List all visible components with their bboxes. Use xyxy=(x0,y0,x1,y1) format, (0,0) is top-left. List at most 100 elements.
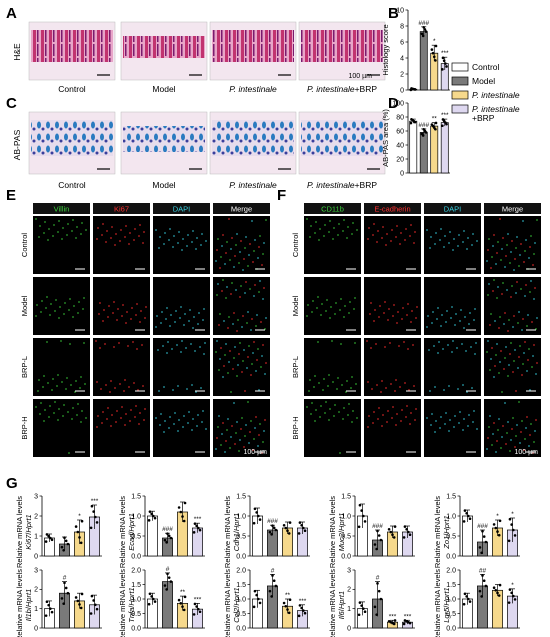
panel-f-signal-2-3-26 xyxy=(522,363,524,365)
panel-e-signal-2-3-1 xyxy=(244,390,246,392)
panel-e-signal-3-3-28 xyxy=(234,443,236,445)
data-point-2-1 xyxy=(286,529,289,532)
panel-f-signal-2-0-16 xyxy=(308,390,310,392)
y-axis-label: Relative mRNA levelsKi67/Hprt1 xyxy=(15,496,33,568)
panel-f-signal-3-2-19 xyxy=(462,429,464,431)
significance-1: ## xyxy=(479,567,487,574)
panel-e-tile-0-3 xyxy=(213,216,270,274)
data-point-1-1 xyxy=(478,589,482,593)
chart-g5: 0.0 0.5 1.0 1.5 ### * * Relative mRNA levelsZo1… xyxy=(433,493,520,568)
panel-e-signal-2-1-15 xyxy=(118,342,120,344)
panel-f-signal-2-1-18 xyxy=(398,345,400,347)
panel-f-signal-1-2-12 xyxy=(436,318,438,320)
panel-f-signal-2-1-10 xyxy=(408,389,410,391)
panel-f-signal-1-3-19 xyxy=(507,330,509,332)
data-point-3-3 xyxy=(300,524,303,527)
data-point-2-1 xyxy=(496,530,499,533)
data-point-0-0 xyxy=(462,520,466,523)
panel-e-signal-1-3-18 xyxy=(250,329,252,331)
y-tick-label: 0.5 xyxy=(131,611,141,618)
data-point-2-3 xyxy=(387,620,391,623)
panel-e-signal-2-3-13 xyxy=(229,350,231,352)
panel-f-signal-3-0-2 xyxy=(311,402,313,404)
y-tick-label: 1 xyxy=(34,533,38,540)
he-image-tissue-1 xyxy=(123,36,205,58)
panel-e-signal-0-3-18 xyxy=(239,251,241,253)
panel-f-signal-1-1-17 xyxy=(401,318,403,320)
panel-e-signal-0-3-26 xyxy=(229,259,231,261)
y-tick-label: 1.5 xyxy=(236,493,246,500)
panel-e-signal-0-1-13 xyxy=(124,236,126,238)
panel-e-signal-0-2-21 xyxy=(181,249,183,251)
abpas-image-tissue-3 xyxy=(301,120,383,156)
panel-f-signal-2-3-18 xyxy=(532,355,534,357)
panel-f-signal-1-1-16 xyxy=(415,317,417,319)
data-point-3-2 xyxy=(197,607,200,611)
data-point-3-2 xyxy=(444,62,447,65)
data-point-0-2 xyxy=(49,536,52,540)
data-point-0-1 xyxy=(363,520,367,523)
panel-f-signal-0-3-10 xyxy=(520,243,522,245)
significance-2: * xyxy=(78,513,81,520)
panel-f-signal-1-3-27 xyxy=(497,286,499,288)
panel-e-signal-1-0-6 xyxy=(64,302,66,304)
panel-e-signal-2-3-9 xyxy=(234,346,236,348)
panel-e-signal-2-3-0 xyxy=(258,389,260,391)
significance-3: * xyxy=(511,582,514,589)
panel-e-signal-2-1-0 xyxy=(124,379,126,381)
panel-e-signal-0-1-12 xyxy=(138,235,140,237)
panel-e-signal-1-3-24 xyxy=(217,283,219,285)
panel-f-signal-3-0-7 xyxy=(343,407,345,409)
panel-f-signal-0-3-8 xyxy=(497,241,499,243)
significance-3: *** xyxy=(299,598,307,605)
panel-f-signal-3-2-18 xyxy=(476,428,478,430)
panel-e-signal-2-3-6 xyxy=(225,343,227,345)
panel-f-signal-1-1-12 xyxy=(369,313,371,315)
panel-f-signal-0-2-8 xyxy=(430,236,432,238)
panel-f-signal-2-1-16 xyxy=(375,343,377,345)
panel-e-signal-2-1-2 xyxy=(96,381,98,383)
panel-e-signal-1-2-8 xyxy=(170,314,172,316)
panel-f-signal-2-3-9 xyxy=(505,346,507,348)
panel-e-signal-1-3-23 xyxy=(231,282,233,284)
panel-f-signal-1-0-2 xyxy=(340,298,342,300)
panel-f-signal-2-3-16 xyxy=(509,353,511,355)
panel-f-signal-3-0-13 xyxy=(310,413,312,415)
panel-e-signal-0-3-21 xyxy=(248,254,250,256)
panel-e-signal-0-3-11 xyxy=(235,244,237,246)
panel-f-tile-1-1 xyxy=(364,277,421,335)
panel-f-signal-3-3-15 xyxy=(534,430,536,432)
data-point-0-1 xyxy=(258,518,262,521)
data-point-2-3 xyxy=(387,528,391,531)
panel-e-signal-0-3-17 xyxy=(253,250,255,252)
y-axis-label: Relative mRNA levelsCdh1/Hprt1 xyxy=(223,496,241,568)
abpas-image-stain-label: AB-PAS xyxy=(12,129,22,160)
panel-f-signal-0-3-26 xyxy=(500,259,502,261)
panel-e-signal-0-2-13 xyxy=(191,241,193,243)
data-point-1-1 xyxy=(420,132,424,136)
panel-f-signal-3-0-12 xyxy=(324,412,326,414)
panel-e-signal-2-2-14 xyxy=(199,346,201,348)
panel-f-signal-0-0-9 xyxy=(333,227,335,229)
panel-e-signal-0-0-12 xyxy=(71,230,73,232)
panel-e-signal-0-0-2 xyxy=(58,220,60,222)
panel-f-signal-0-3-5 xyxy=(488,238,490,240)
significance-1: # xyxy=(166,566,170,573)
y-tick-label: 0.0 xyxy=(446,625,456,632)
panel-e-signal-2-1-13 xyxy=(95,340,97,342)
panel-e-signal-2-3-35 xyxy=(227,372,229,374)
data-point-1-4 xyxy=(271,524,274,527)
chart-g7: 0.00.51.01.52.0 #*****Relative mRNA level… xyxy=(118,566,205,637)
panel-f-signal-3-1-9 xyxy=(382,414,384,416)
panel-f-signal-2-2-6 xyxy=(429,390,431,392)
panel-e-signal-3-3-1 xyxy=(255,416,257,418)
panel-e-signal-2-1-12 xyxy=(109,391,111,393)
panel-e-signal-0-2-1 xyxy=(155,229,157,231)
panel-f-signal-2-3-2 xyxy=(501,391,503,393)
panel-e-signal-3-2-3 xyxy=(160,413,162,415)
panel-e-signal-1-2-19 xyxy=(169,325,171,327)
panel-e-signal-0-1-17 xyxy=(119,240,121,242)
panel-f-signal-0-0-14 xyxy=(314,232,316,234)
panel-f-signal-1-3-34 xyxy=(501,293,503,295)
